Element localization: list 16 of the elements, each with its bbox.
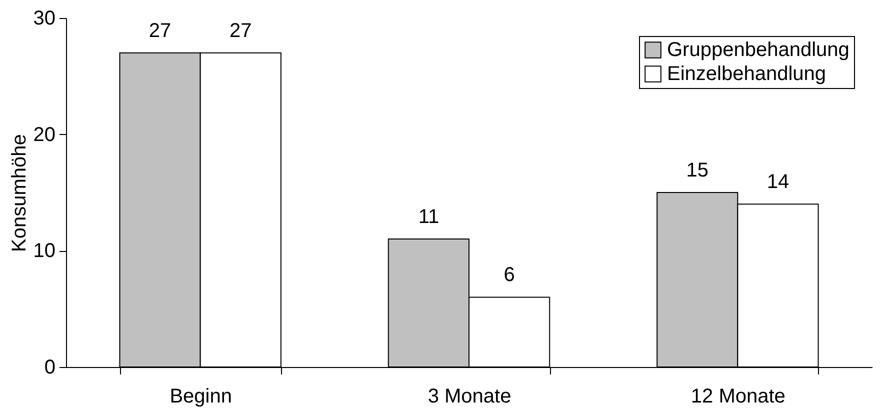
y-tick-label: 10 bbox=[33, 240, 56, 262]
data-label: 15 bbox=[686, 160, 708, 182]
data-label: 14 bbox=[766, 171, 790, 194]
y-tick-label: 0 bbox=[44, 356, 56, 378]
legend-label: Einzelbehandlung bbox=[667, 63, 826, 85]
x-tick-label: 3 Monate bbox=[428, 386, 512, 408]
legend-label: Gruppenbehandlung bbox=[667, 39, 850, 61]
y-axis-title: Konsumhöhe bbox=[8, 134, 30, 252]
x-tick-label: 12 Monate bbox=[690, 386, 786, 408]
y-tick-label: 20 bbox=[33, 124, 56, 146]
data-label: 11 bbox=[418, 206, 440, 228]
data-label: 27 bbox=[230, 20, 252, 42]
data-label: 27 bbox=[148, 20, 172, 42]
y-tick-label: 30 bbox=[33, 8, 56, 30]
data-label: 6 bbox=[504, 264, 515, 286]
x-tick-label: Beginn bbox=[170, 386, 232, 408]
